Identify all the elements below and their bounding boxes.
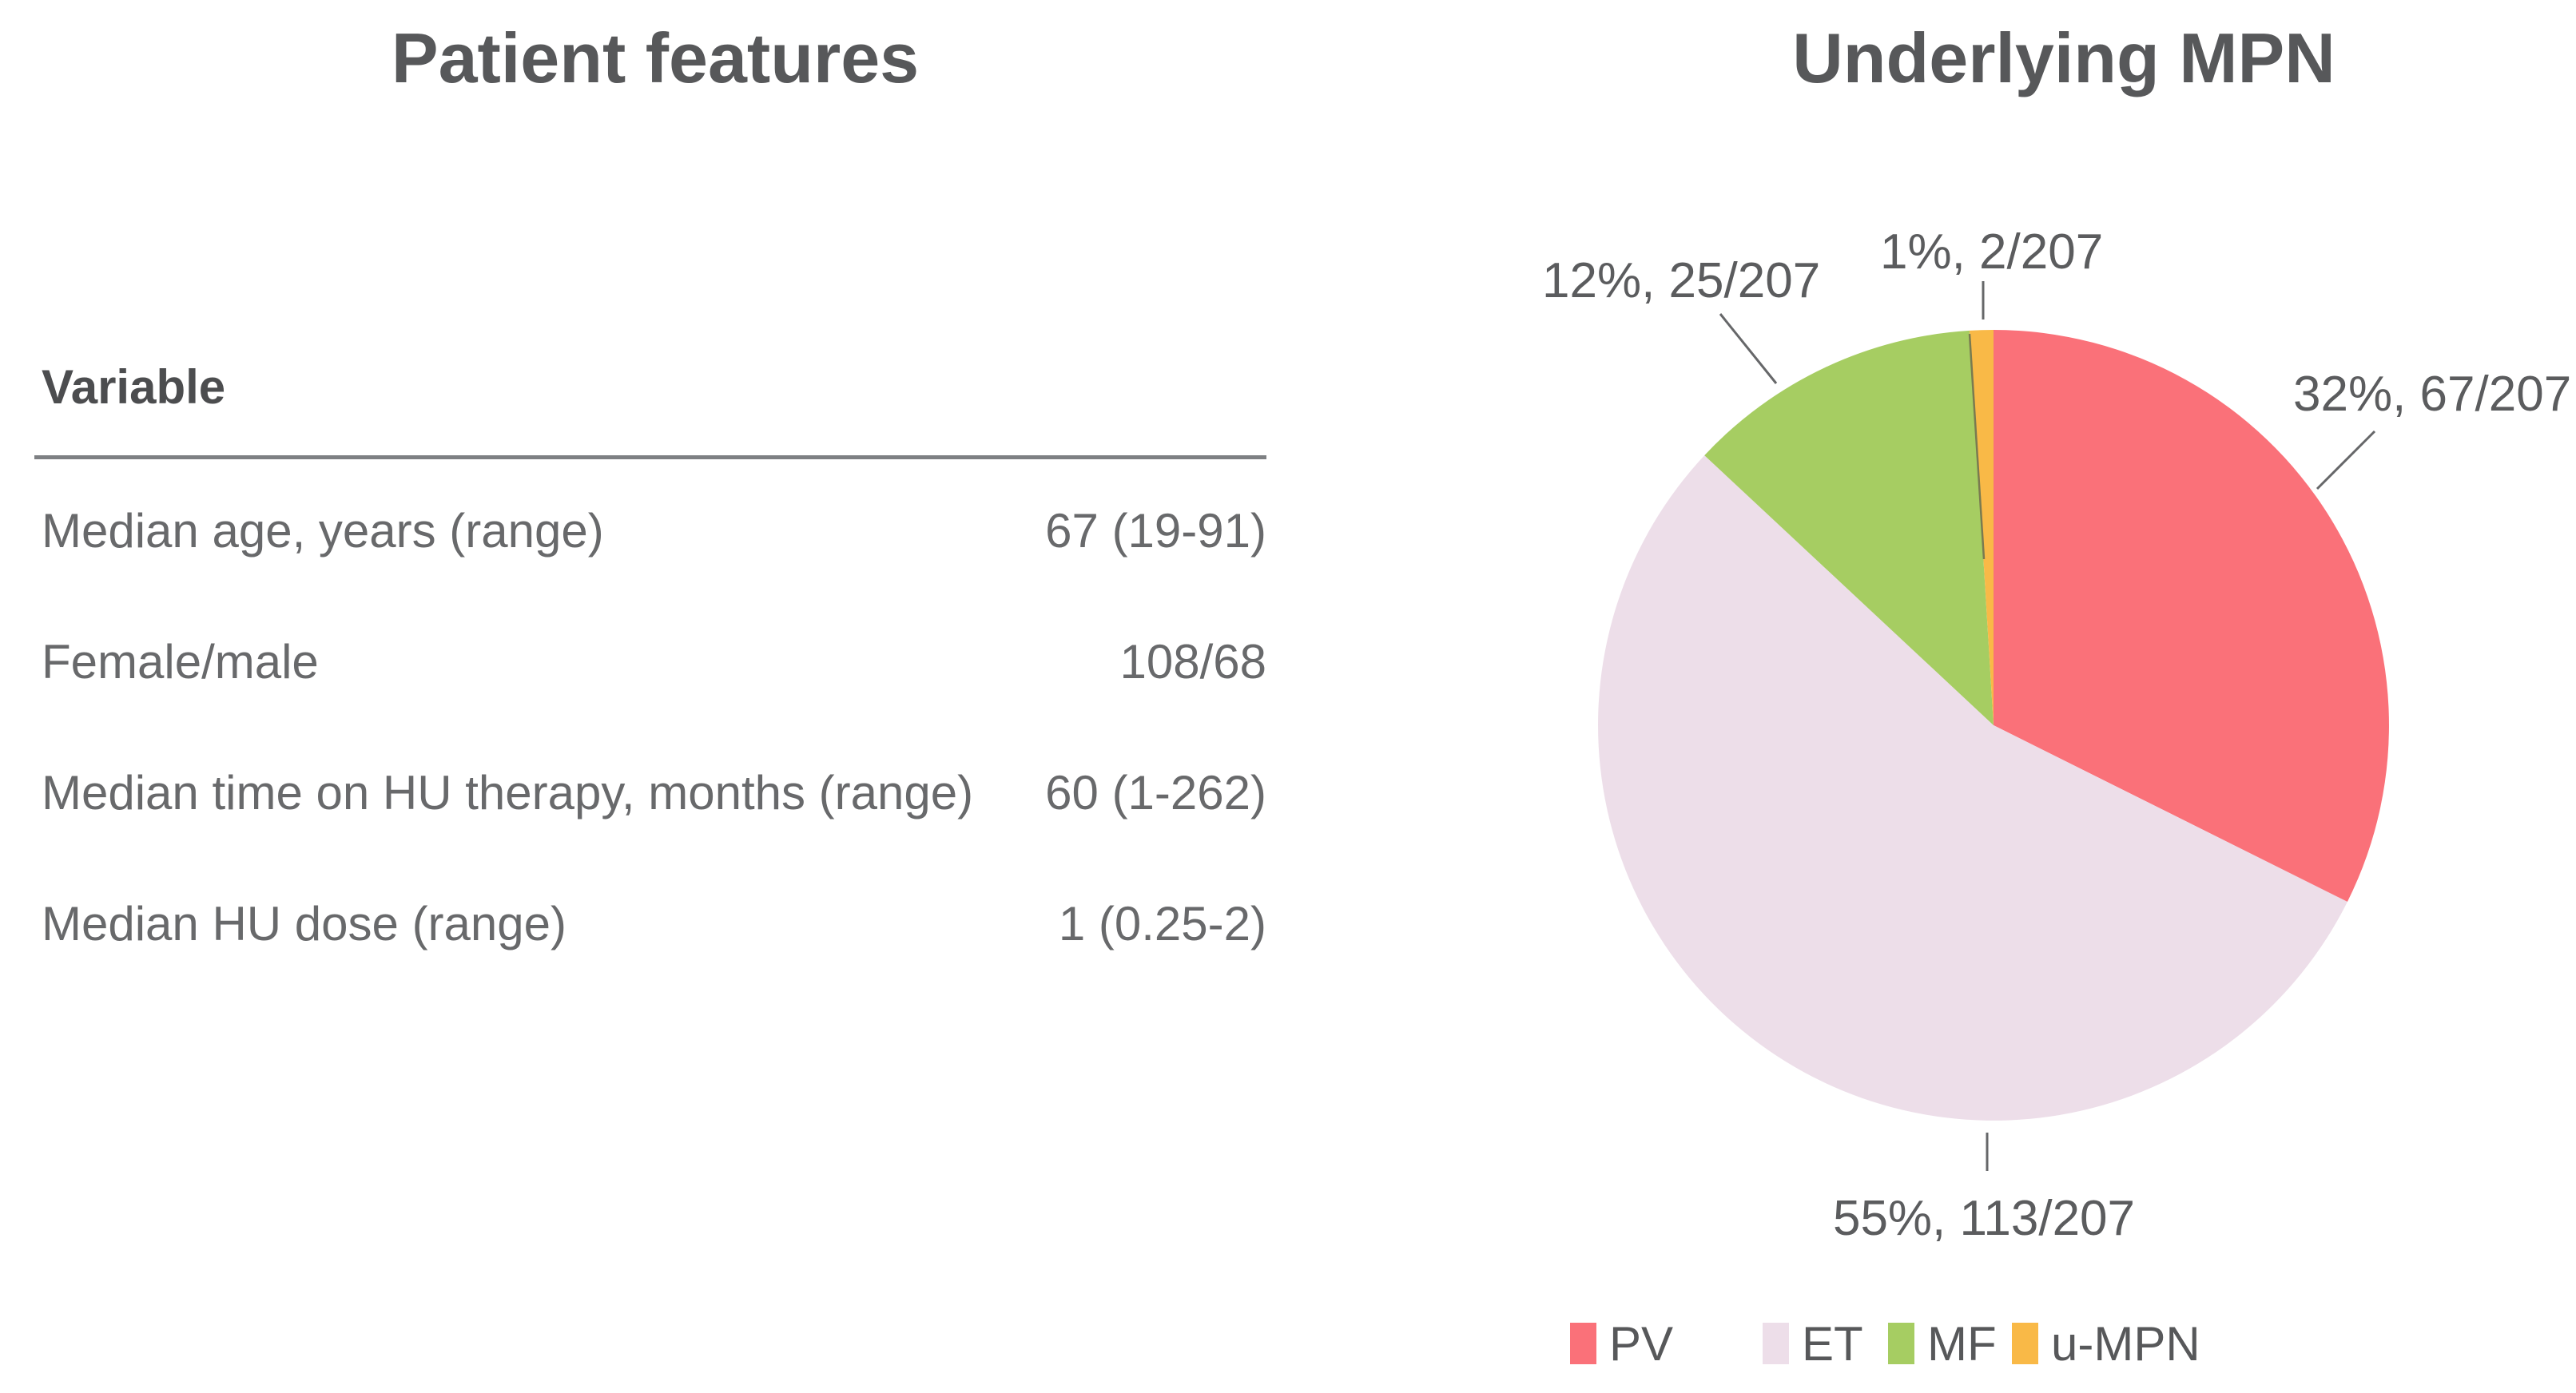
row-value: 108/68: [1119, 635, 1266, 689]
legend-swatch-et: [1763, 1323, 1789, 1364]
leader-line-pv: [2316, 430, 2376, 490]
pie-label-pv: 32%, 67/207: [2293, 367, 2572, 422]
legend-swatch-mf: [1888, 1323, 1914, 1364]
leader-line-mf: [1719, 313, 1778, 384]
legend-swatch-pv: [1570, 1323, 1596, 1364]
legend-item-et: ET: [1763, 1317, 1863, 1371]
legend-item-mf: MF: [1888, 1317, 1997, 1371]
table-header-variable: Variable: [42, 360, 226, 414]
pie-slices: [1598, 329, 2389, 1121]
table-row: Median time on HU therapy, months (range…: [34, 765, 1266, 821]
legend-label-pv: PV: [1609, 1316, 1674, 1371]
legend-item-umpn: u-MPN: [2012, 1317, 2200, 1371]
slice-boundary-line: [1968, 333, 1986, 560]
row-label: Median age, years (range): [42, 504, 604, 558]
row-value: 60 (1-262): [1045, 766, 1266, 820]
table-row: Median HU dose (range) 1 (0.25-2): [34, 896, 1266, 952]
left-panel-title: Patient features: [391, 18, 920, 97]
legend-label-et: ET: [1802, 1316, 1863, 1371]
legend-label-umpn: u-MPN: [2051, 1316, 2200, 1371]
pie-label-umpn: 1%, 2/207: [1880, 224, 2104, 280]
pie-label-et: 55%, 113/207: [1832, 1191, 2136, 1246]
right-panel-title: Underlying MPN: [1792, 18, 2335, 97]
row-label: Median time on HU therapy, months (range…: [42, 766, 974, 820]
pie-slice-et: [1598, 455, 2347, 1121]
row-label: Median HU dose (range): [42, 897, 566, 950]
pie-slice-pv: [1994, 330, 2389, 902]
table-row: Median age, years (range) 67 (19-91): [34, 503, 1266, 559]
table-header-rule: [34, 455, 1266, 459]
legend-label-mf: MF: [1927, 1316, 1997, 1371]
pie-label-mf: 12%, 25/207: [1542, 253, 1821, 308]
legend-swatch-umpn: [2012, 1323, 2038, 1364]
row-label: Female/male: [42, 635, 319, 689]
row-value: 67 (19-91): [1045, 504, 1266, 558]
table-row: Female/male 108/68: [34, 634, 1266, 690]
legend-item-pv: PV: [1570, 1317, 1673, 1371]
row-value: 1 (0.25-2): [1058, 897, 1266, 950]
pie-slice-mf: [1704, 330, 1994, 725]
